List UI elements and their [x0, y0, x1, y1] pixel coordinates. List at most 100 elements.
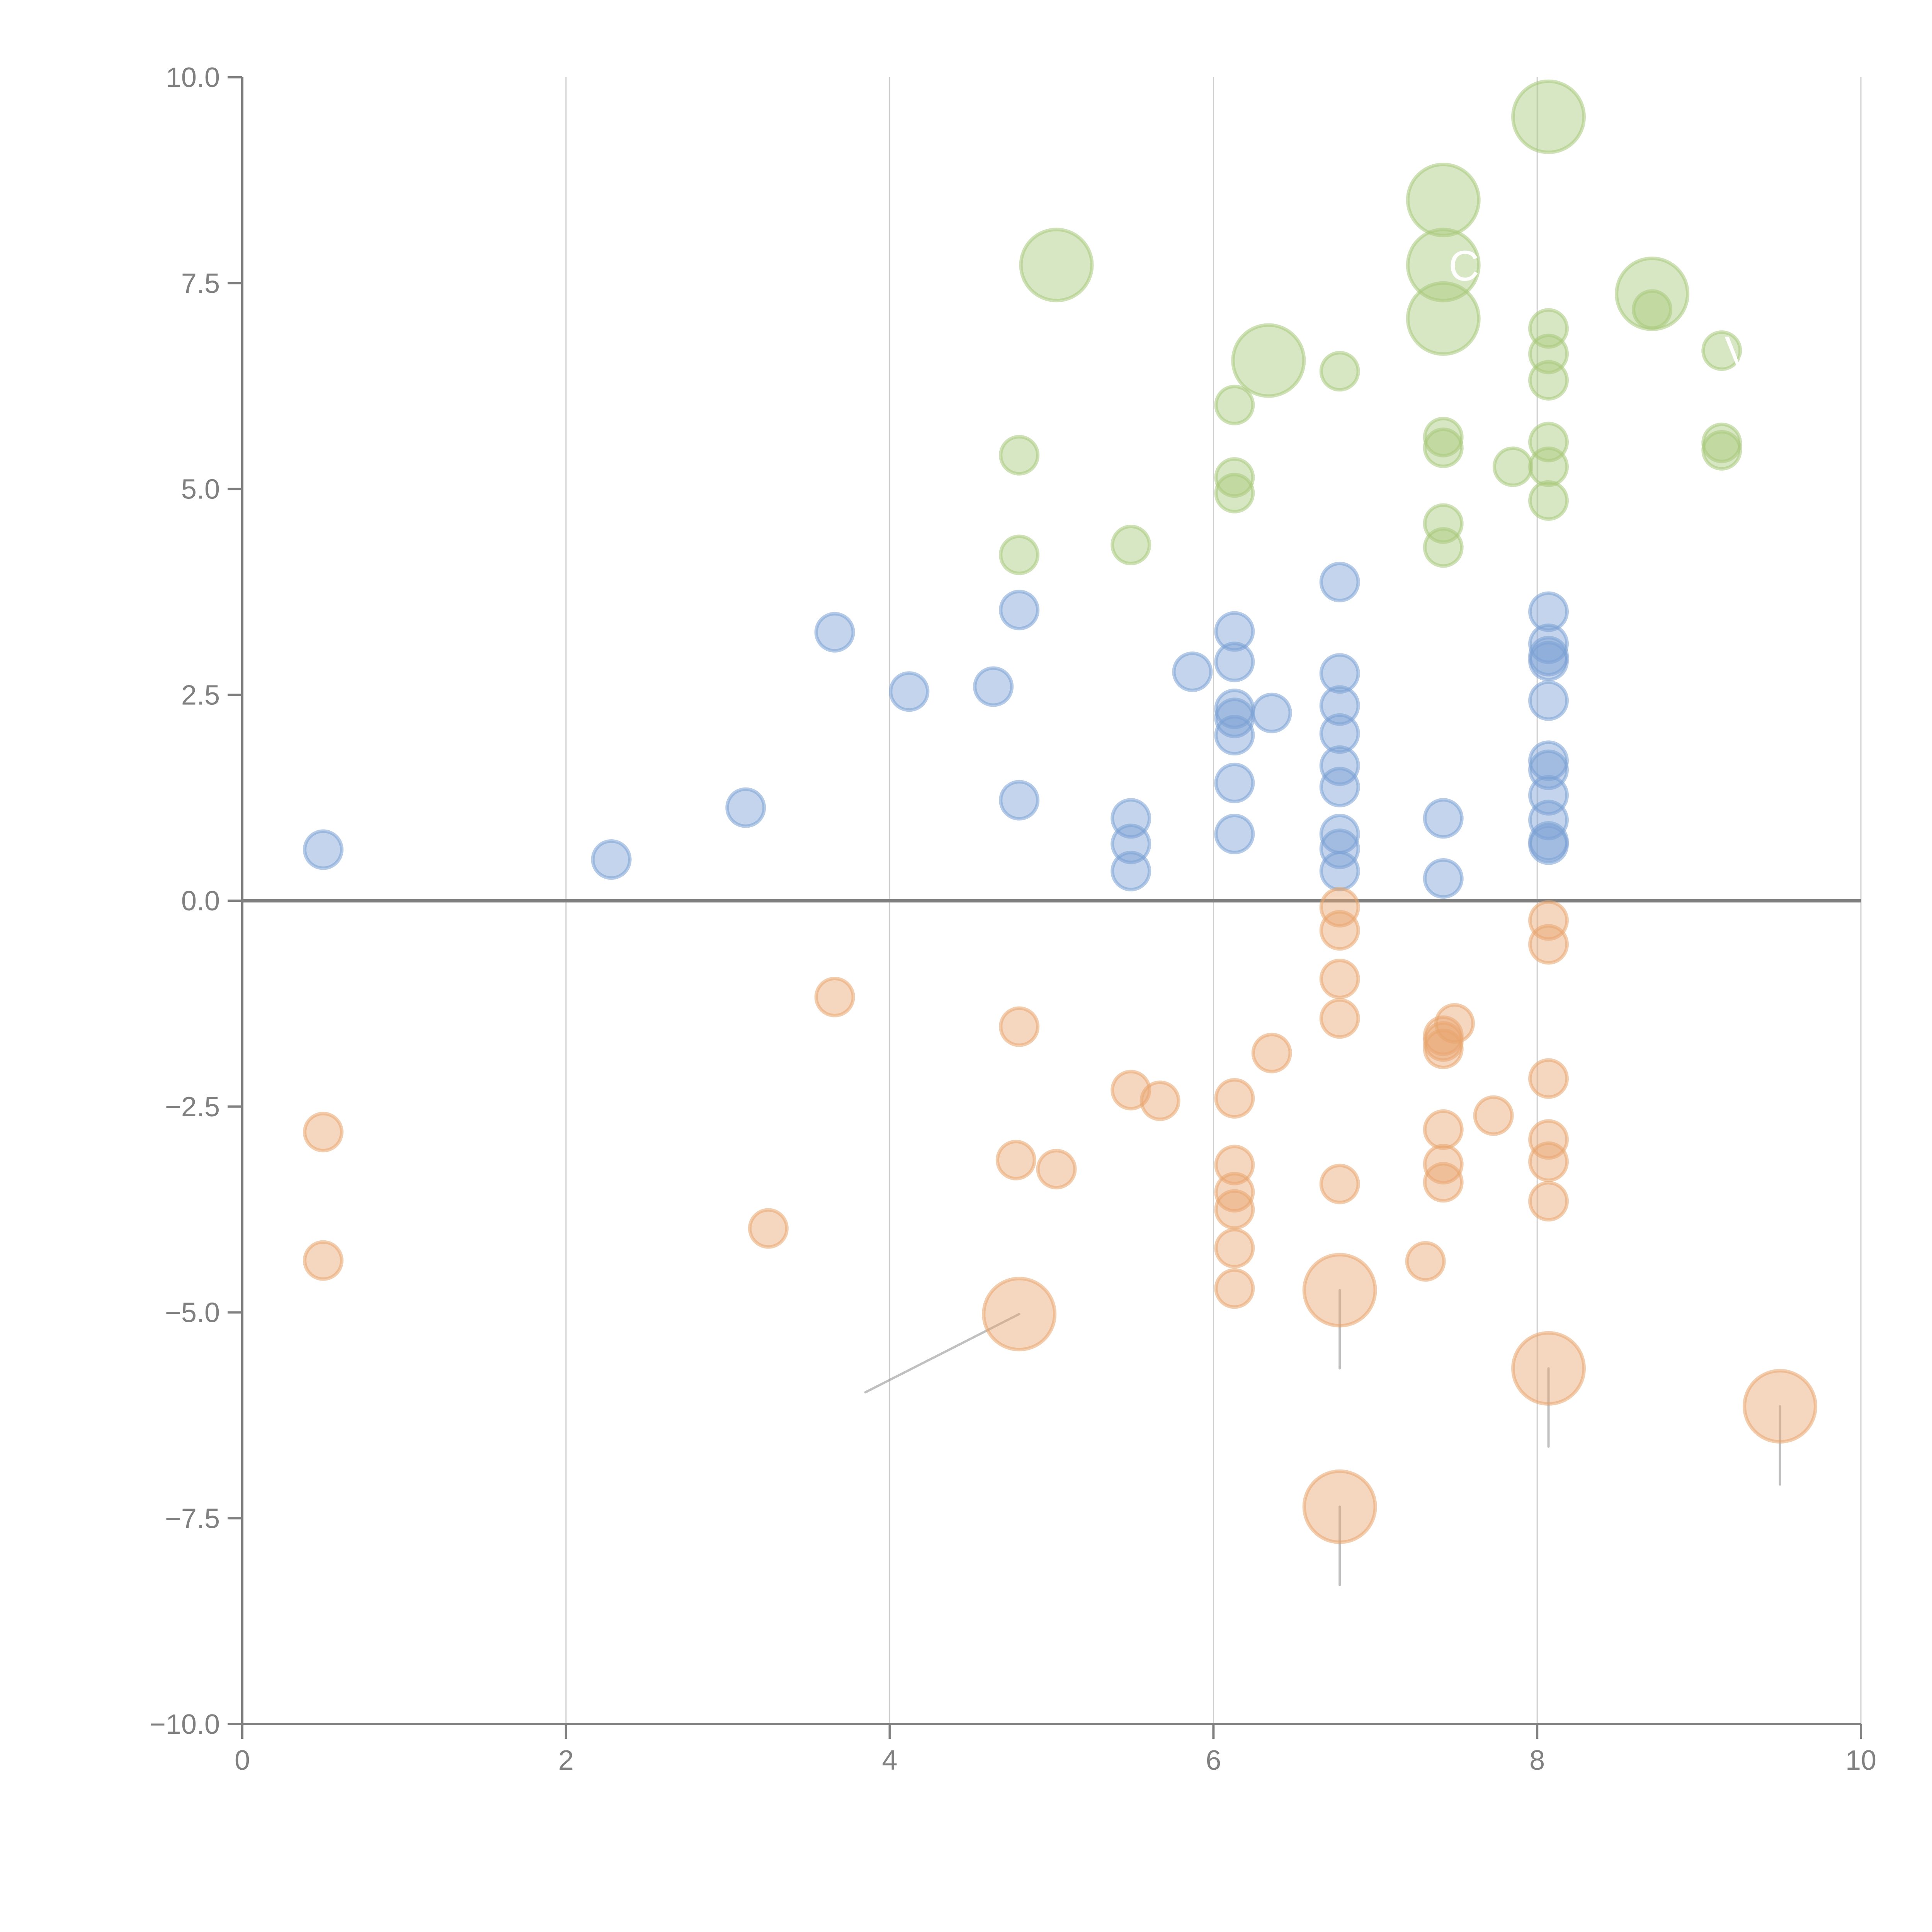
bubble-orange-15 — [1214, 1268, 1255, 1309]
bubble-green-28 — [1701, 430, 1742, 471]
y-tick-label-1: 7.5 — [181, 268, 220, 299]
y-tick-label-4: 0.0 — [181, 886, 220, 917]
y-tick-label-5: −2.5 — [165, 1092, 220, 1122]
bubble-green-16 — [1492, 446, 1533, 487]
y-tick-label-2: 5.0 — [181, 474, 220, 505]
bubble-blue-2 — [725, 787, 766, 828]
bubble-orange-23 — [1302, 1469, 1377, 1544]
bubble-green-11 — [1406, 281, 1481, 356]
bubble-green-1 — [999, 534, 1040, 575]
leader-line-green-7 — [1219, 359, 1270, 378]
bubble-blue-27 — [1319, 828, 1360, 869]
y-tick-label-8: −10.0 — [150, 1709, 220, 1740]
x-tick-label-1: 2 — [558, 1745, 574, 1776]
bubble-green-22 — [1528, 446, 1569, 487]
bubble-blue-0 — [303, 829, 344, 870]
leader-line-green-10 — [1442, 254, 1493, 266]
bubble-blue-18 — [1214, 813, 1255, 854]
bubble-blue-35 — [1528, 680, 1569, 721]
bubble-orange-1 — [303, 1240, 344, 1281]
bubble-orange-9 — [1139, 1080, 1180, 1121]
bubble-blue-6 — [999, 590, 1040, 631]
bubble-blue-41 — [1528, 824, 1569, 865]
bubble-green-2 — [1019, 228, 1094, 303]
bubbles — [303, 79, 1818, 1544]
bubble-orange-7 — [1036, 1149, 1077, 1190]
bubble-blue-13 — [1214, 641, 1255, 682]
bubble-green-13 — [1423, 427, 1464, 468]
bubble-orange-20 — [1319, 998, 1360, 1039]
bubble-orange-3 — [814, 976, 855, 1017]
bubble-blue-5 — [973, 666, 1014, 707]
bubble-green-0 — [999, 435, 1040, 476]
bubble-green-17 — [1511, 79, 1586, 154]
y-tick-label-0: 10.0 — [166, 62, 220, 93]
bubble-blue-16 — [1214, 715, 1255, 756]
bubble-blue-17 — [1214, 762, 1255, 803]
bubble-orange-6 — [982, 1277, 1057, 1352]
bubble-label-green-10: C — [1449, 242, 1479, 290]
bubble-blue-12 — [1214, 611, 1255, 652]
bubble-green-25 — [1632, 289, 1673, 330]
bubble-green-20 — [1528, 360, 1569, 401]
bubble-blue-4 — [889, 671, 930, 712]
bubble-orange-24 — [1405, 1241, 1446, 1282]
bubble-orange-10 — [1214, 1078, 1255, 1119]
x-tick-label-3: 6 — [1206, 1745, 1221, 1776]
bubble-blue-3 — [814, 612, 855, 653]
leader-line-orange-6 — [864, 1313, 1020, 1394]
bubble-orange-39 — [1511, 1331, 1586, 1406]
bubble-orange-31 — [1434, 1003, 1475, 1044]
x-tick-label-0: 0 — [235, 1745, 250, 1776]
bubble-green-6 — [1214, 473, 1255, 514]
bubble-label-green-26: Vi — [1725, 328, 1762, 375]
bubble-orange-21 — [1319, 1163, 1360, 1204]
bubble-green-26 — [1701, 330, 1742, 371]
bubble-orange-35 — [1528, 1058, 1569, 1099]
bubble-orange-38 — [1528, 1181, 1569, 1222]
bubble-blue-1 — [591, 839, 632, 880]
bubble-blue-31 — [1528, 591, 1569, 632]
bubble-orange-22 — [1302, 1253, 1377, 1328]
bubble-orange-16 — [1251, 1032, 1292, 1073]
y-tick-label-3: 2.5 — [181, 680, 220, 711]
bubble-blue-29 — [1423, 798, 1464, 839]
bubble-blue-11 — [1172, 651, 1213, 692]
bubble-green-3 — [1111, 524, 1151, 565]
bubble-green-15 — [1423, 527, 1464, 568]
bubble-orange-5 — [995, 1139, 1036, 1180]
bubble-green-8 — [1319, 351, 1360, 392]
bubble-orange-40 — [1743, 1369, 1818, 1444]
bubble-blue-25 — [1319, 767, 1360, 808]
bubble-blue-7 — [999, 780, 1040, 821]
bubble-orange-30 — [1423, 1162, 1464, 1203]
bubble-blue-23 — [1319, 713, 1360, 754]
bubble-blue-28 — [1319, 850, 1360, 891]
bubble-blue-19 — [1251, 692, 1292, 733]
bubble-blue-20 — [1319, 561, 1360, 602]
bubble-orange-36 — [1528, 1119, 1569, 1160]
bubble-blue-36 — [1528, 740, 1569, 781]
bubble-green-4 — [1214, 384, 1255, 425]
bubble-orange-27 — [1423, 1029, 1464, 1070]
bubble-blue-10 — [1111, 850, 1151, 891]
bubble-blue-24 — [1319, 745, 1360, 786]
bubble-orange-37 — [1528, 1141, 1569, 1182]
bubble-green-23 — [1528, 480, 1569, 521]
bubble-orange-19 — [1319, 958, 1360, 999]
x-axis-ticks: 0 2 4 6 8 10 — [235, 1724, 1876, 1776]
leader-line-green-17 — [1547, 111, 1607, 118]
bubble-orange-13 — [1214, 1189, 1255, 1230]
bubble-green-7 — [1231, 323, 1306, 398]
x-tick-label-2: 4 — [882, 1745, 898, 1776]
y-tick-label-6: −5.0 — [165, 1298, 220, 1328]
bubble-orange-0 — [303, 1112, 344, 1153]
bubble-green-9 — [1406, 163, 1481, 238]
bubble-green-10 — [1406, 228, 1481, 303]
bubble-blue-22 — [1319, 685, 1360, 726]
bubble-green-5 — [1214, 457, 1255, 498]
bubble-labels: C Vi — [1449, 242, 1762, 376]
leader-line-green-11 — [1442, 317, 1485, 345]
bubble-orange-14 — [1214, 1228, 1255, 1269]
